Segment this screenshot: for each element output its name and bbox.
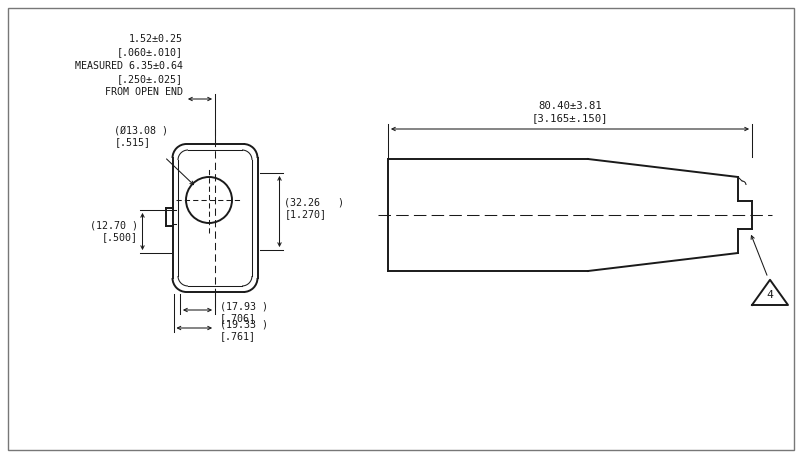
Text: (32.26   )
[1.270]: (32.26 ) [1.270]: [285, 198, 345, 219]
Text: (19.33 )
[.761]: (19.33 ) [.761]: [220, 319, 268, 341]
Text: 80.40±3.81
[3.165±.150]: 80.40±3.81 [3.165±.150]: [532, 101, 608, 123]
Text: (Ø13.08 )
[.515]: (Ø13.08 ) [.515]: [115, 125, 168, 147]
Text: (12.70 )
[.500]: (12.70 ) [.500]: [90, 221, 137, 242]
Text: 1.52±0.25
[.060±.010]
MEASURED 6.35±0.64
[.250±.025]
FROM OPEN END: 1.52±0.25 [.060±.010] MEASURED 6.35±0.64…: [75, 34, 183, 97]
Text: (17.93 )
[.706]: (17.93 ) [.706]: [220, 301, 268, 323]
Text: 4: 4: [767, 290, 773, 300]
